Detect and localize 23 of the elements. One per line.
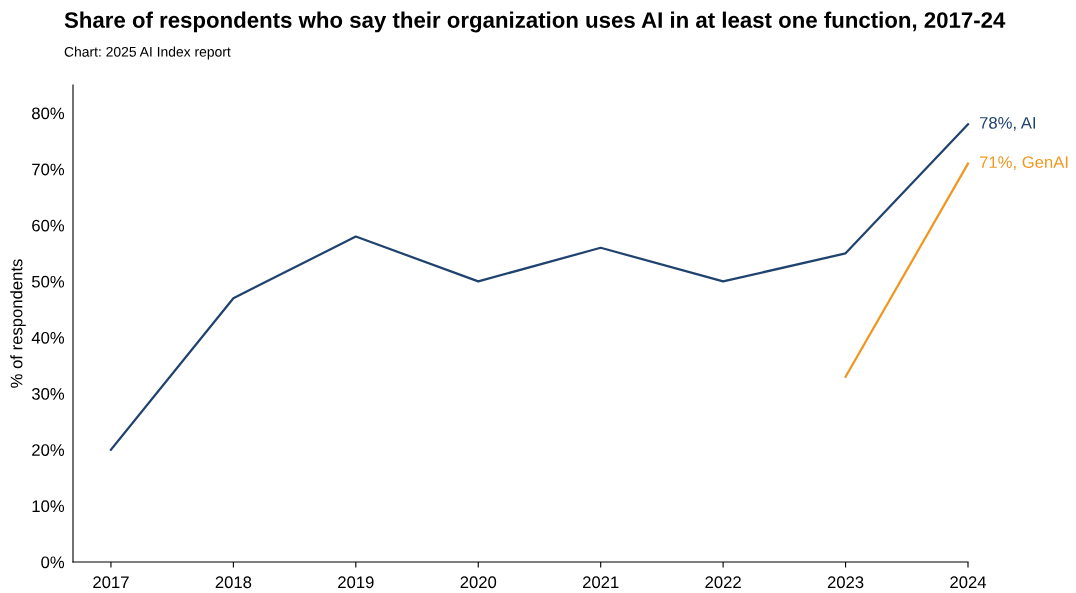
y-tick-label: 0% [41, 556, 65, 569]
y-axis-title: % of respondents [10, 259, 26, 388]
x-tick-label: 2018 [215, 576, 252, 589]
y-tick-label: 30% [31, 388, 65, 400]
x-tick-label: 2024 [950, 576, 987, 589]
line-series [109, 123, 970, 451]
data-label: 78%, AI [979, 116, 1036, 131]
y-tick-label: 50% [31, 275, 65, 288]
data-label: 71%, GenAI [979, 156, 1068, 171]
x-tick-label: 2023 [827, 576, 864, 589]
x-tick-label: 2020 [460, 576, 497, 589]
x-tick-label: 2021 [583, 576, 619, 589]
x-tick-label: 2019 [338, 576, 374, 589]
y-tick-label: 10% [32, 500, 65, 513]
y-tick-label: 40% [31, 331, 65, 344]
y-tick-label: 70% [32, 163, 65, 176]
y-tick-label: 60% [32, 219, 65, 232]
y-tick-label: 20% [32, 444, 65, 456]
x-tick-label: 2017 [93, 576, 129, 589]
chart-subtitle: Chart: 2025 AI Index report [64, 46, 231, 60]
chart-title: Share of respondents who say their organization uses AI in at least one function, 2017-24 [64, 11, 1006, 33]
y-tick-label: 80% [32, 107, 65, 120]
x-tick-label: 2022 [705, 576, 741, 589]
